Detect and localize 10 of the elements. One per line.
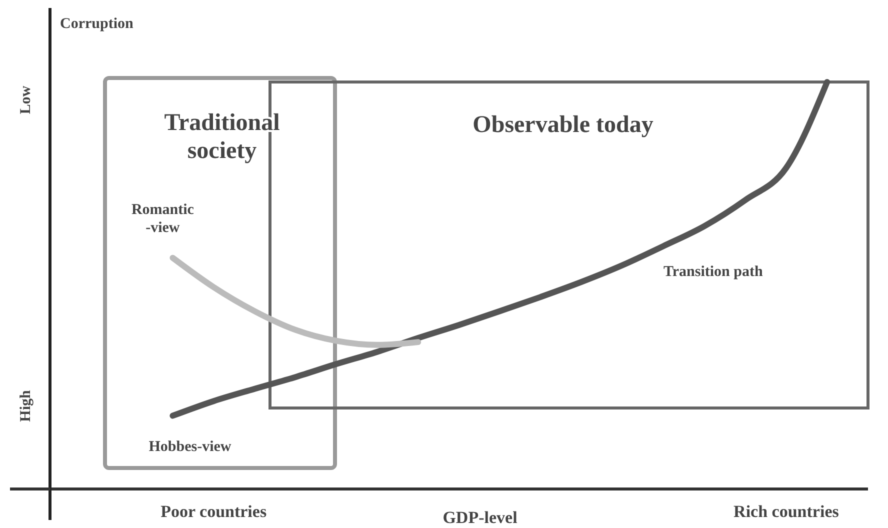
- series-label: Transition path: [664, 264, 764, 280]
- annotation: Observable today: [472, 112, 654, 138]
- x-tick-label: Poor countries: [160, 502, 267, 522]
- text: Low: [18, 86, 34, 114]
- text: High: [18, 390, 34, 422]
- x-axis-title: GDP-level: [442, 508, 518, 527]
- annotation: Hobbes-view: [148, 439, 232, 455]
- y-axis-title: Corruption: [60, 16, 134, 32]
- text: Romantic -view: [131, 202, 194, 236]
- x-tick-label: Rich countries: [734, 502, 840, 522]
